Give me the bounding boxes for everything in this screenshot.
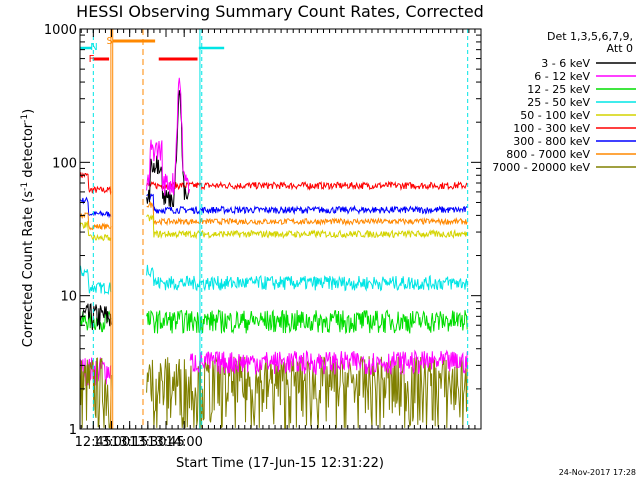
y-tick-label: 10 bbox=[60, 290, 77, 305]
footer-date: 24-Nov-2017 17:28 bbox=[559, 468, 636, 477]
legend-label: 12 - 25 keV bbox=[527, 83, 590, 96]
trace-line bbox=[79, 172, 112, 195]
x-tick-label: 14:00 bbox=[165, 435, 202, 450]
trace-line bbox=[146, 193, 468, 216]
trace-line bbox=[79, 357, 112, 429]
trace-line bbox=[146, 264, 468, 292]
x-tick-label: 13:15 bbox=[111, 435, 148, 450]
flag-label: N bbox=[90, 42, 97, 53]
legend-label: 50 - 100 keV bbox=[520, 109, 590, 122]
legend-label: 300 - 800 keV bbox=[513, 135, 590, 148]
chart-title: HESSI Observing Summary Count Rates, Cor… bbox=[76, 2, 484, 21]
x-axis-label: Start Time (17-Jun-15 12:31:22) bbox=[176, 456, 384, 471]
legend-label: 100 - 300 keV bbox=[513, 122, 590, 135]
legend-header-detectors: Det 1,3,5,6,7,9, bbox=[547, 30, 633, 43]
y-tick-label: 100 bbox=[52, 156, 77, 171]
trace-line bbox=[79, 303, 112, 331]
trace-line bbox=[79, 357, 112, 387]
trace-line bbox=[146, 77, 190, 196]
trace-line bbox=[189, 349, 468, 376]
trace-line bbox=[146, 180, 468, 192]
x-tick-label: 12:45 bbox=[75, 435, 112, 450]
legend-header-attenuator: Att 0 bbox=[607, 42, 633, 55]
flag-bars: NF S bbox=[80, 29, 469, 429]
legend-label: 3 - 6 keV bbox=[541, 57, 590, 70]
legend-label: 7000 - 20000 keV bbox=[492, 161, 590, 174]
trace-line bbox=[79, 196, 112, 219]
data-traces bbox=[79, 77, 468, 429]
x-tick-label: 13:30 bbox=[129, 435, 166, 450]
y-tick-label: 1000 bbox=[44, 23, 77, 38]
plot-frame bbox=[79, 28, 482, 430]
trace-line bbox=[79, 265, 112, 295]
legend-label: 800 - 7000 keV bbox=[506, 148, 590, 161]
trace-line bbox=[146, 309, 468, 335]
trace-line bbox=[79, 212, 112, 231]
legend-label: 6 - 12 keV bbox=[534, 70, 590, 83]
flag-label: F bbox=[89, 54, 95, 65]
x-tick-label: 13:45 bbox=[147, 435, 184, 450]
y-tick-label: 1 bbox=[69, 423, 77, 438]
trace-line bbox=[79, 220, 112, 242]
y-axis: 1 10 100 1000 bbox=[44, 23, 481, 438]
flag-label: S bbox=[107, 36, 113, 47]
y-axis-label: Corrected Count Rate (s-1 detector-1) bbox=[20, 109, 36, 347]
legend-label: 25 - 50 keV bbox=[527, 96, 590, 109]
x-tick-label: 13:00 bbox=[93, 435, 130, 450]
